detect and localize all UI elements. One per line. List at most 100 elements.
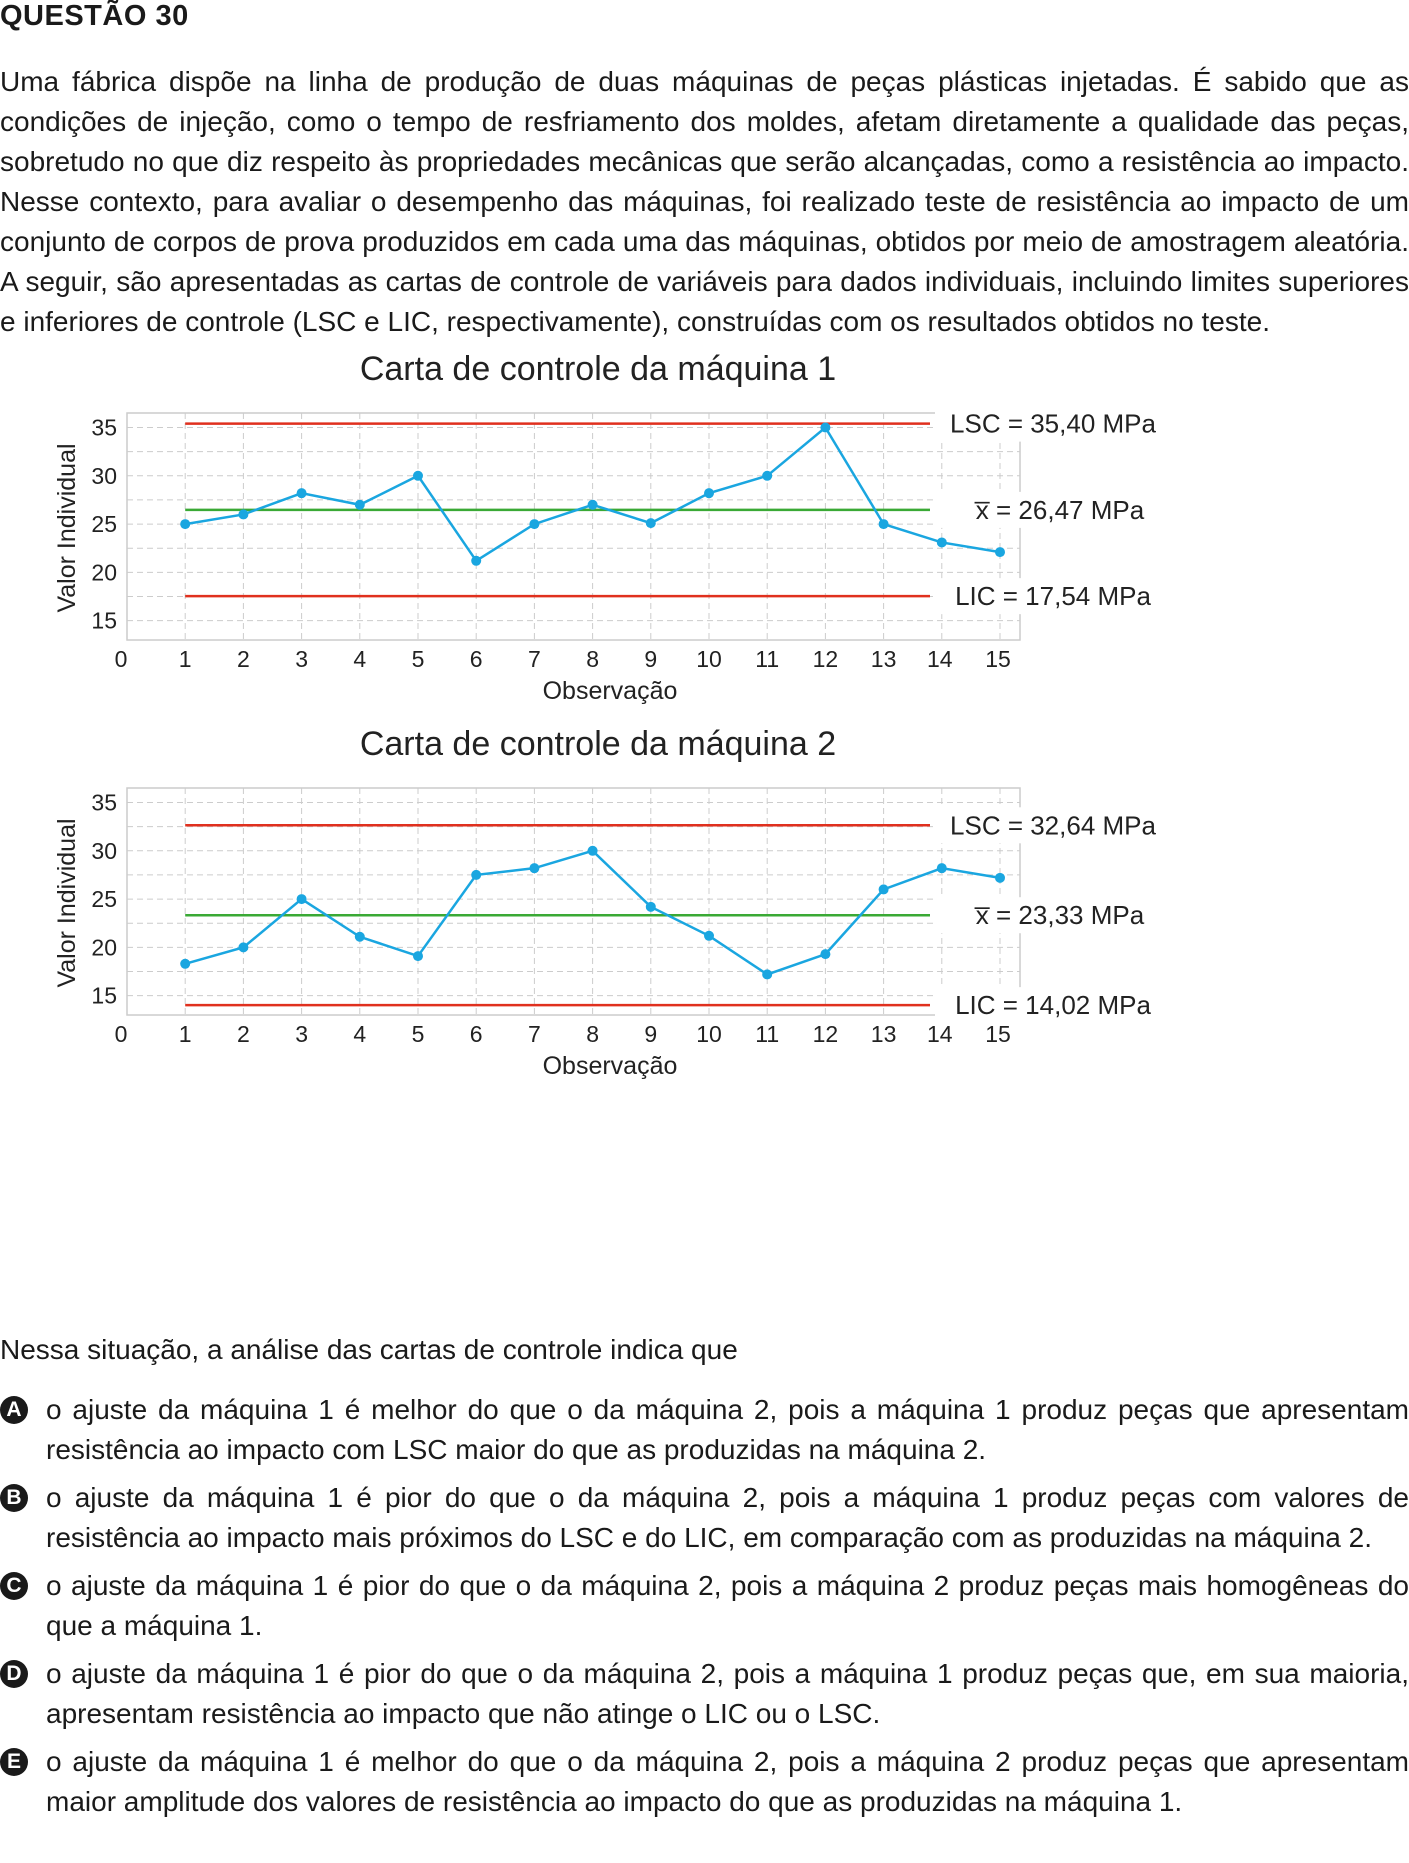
x-tick-label: 10 <box>696 646 722 672</box>
option-e[interactable]: E o ajuste da máquina 1 é melhor do que … <box>0 1742 1409 1822</box>
x-tick-label: 6 <box>470 1021 483 1047</box>
y-tick-label: 30 <box>91 838 117 864</box>
x-tick-label: 14 <box>927 646 953 672</box>
data-point <box>762 969 773 980</box>
data-point <box>995 547 1005 558</box>
x-axis-label: Observação <box>543 1052 678 1080</box>
x-tick-label: 14 <box>927 1021 953 1047</box>
chart-title: Carta de controle da máquina 2 <box>360 725 836 763</box>
x-tick-label: 1 <box>179 646 192 672</box>
option-text-a: o ajuste da máquina 1 é melhor do que o … <box>46 1394 1409 1465</box>
data-point <box>936 863 947 874</box>
y-tick-label: 20 <box>91 934 117 960</box>
lsc-label-bg <box>935 405 1135 442</box>
y-tick-label: 30 <box>91 463 117 489</box>
data-point <box>471 869 482 880</box>
x-axis-label: Observação <box>543 677 678 705</box>
option-c[interactable]: C o ajuste da máquina 1 é pior do que o … <box>0 1566 1409 1646</box>
lsc-label: LSC = 35,40 MPa <box>950 409 1156 439</box>
x-tick-label: 3 <box>295 646 308 672</box>
question-title: QUESTÃO 30 <box>0 0 189 32</box>
y-tick-label: 25 <box>91 511 117 537</box>
x-tick-label: 7 <box>528 1021 541 1047</box>
data-point <box>645 901 656 912</box>
data-point <box>413 951 423 962</box>
chart-machine-1-wrapper: Carta de controle da máquina 1 15 20 25 30 35… <box>0 340 1409 710</box>
data-point <box>413 470 423 481</box>
mean-label: x̅ = 26,47 MPa <box>974 495 1145 525</box>
data-point <box>587 845 598 856</box>
data-point <box>995 872 1005 883</box>
y-axis-label: Valor Individual <box>53 818 81 987</box>
x-tick-label: 11 <box>755 646 779 672</box>
lsc-label-bg <box>935 807 1135 844</box>
lsc-label: LSC = 32,64 MPa <box>950 810 1156 840</box>
option-letter-a: A <box>0 1396 28 1424</box>
data-point <box>354 499 365 510</box>
data-point <box>762 470 773 481</box>
option-text-c: o ajuste da máquina 1 é pior do que o da… <box>46 1570 1409 1641</box>
x-tick-label: 15 <box>985 1021 1011 1047</box>
x-tick-label: 12 <box>813 646 839 672</box>
option-text-d: o ajuste da máquina 1 é pior do que o da… <box>46 1658 1409 1729</box>
option-letter-e: E <box>0 1748 28 1776</box>
x-tick-label: 9 <box>644 1021 657 1047</box>
data-point <box>645 518 656 529</box>
x-tick-label: 0 <box>115 646 128 672</box>
data-point <box>180 519 191 530</box>
data-point <box>529 863 540 874</box>
x-tick-label: 12 <box>813 1021 839 1047</box>
x-tick-label: 13 <box>871 646 897 672</box>
mean-label: x̅ = 23,33 MPa <box>974 900 1145 930</box>
option-d[interactable]: D o ajuste da máquina 1 é pior do que o … <box>0 1654 1409 1734</box>
lic-label-bg <box>935 987 1135 1024</box>
option-text-e: o ajuste da máquina 1 é melhor do que o … <box>46 1746 1409 1817</box>
x-tick-label: 4 <box>353 646 366 672</box>
x-tick-label: 2 <box>237 1021 250 1047</box>
data-point <box>878 884 889 895</box>
data-point <box>820 949 831 960</box>
question-stem: Uma fábrica dispõe na linha de produção … <box>0 66 1409 337</box>
data-point <box>878 519 889 530</box>
x-tick-label: 10 <box>696 1021 722 1047</box>
chart-title: Carta de controle da máquina 1 <box>360 350 836 388</box>
option-letter-d: D <box>0 1660 28 1688</box>
data-point <box>529 519 540 530</box>
data-point <box>704 488 714 499</box>
data-point <box>587 499 598 510</box>
data-point <box>704 930 714 941</box>
x-tick-label: 15 <box>985 646 1011 672</box>
y-axis-label: Valor Individual <box>53 443 81 612</box>
x-tick-label: 2 <box>237 646 250 672</box>
x-tick-label: 8 <box>586 646 599 672</box>
option-text-b: o ajuste da máquina 1 é pior do que o da… <box>46 1482 1409 1553</box>
data-point <box>180 958 191 969</box>
x-tick-label: 9 <box>644 646 657 672</box>
y-tick-label: 35 <box>91 414 117 440</box>
y-tick-label: 15 <box>91 983 117 1009</box>
x-tick-label: 5 <box>412 1021 425 1047</box>
x-tick-label: 6 <box>470 646 483 672</box>
option-b[interactable]: B o ajuste da máquina 1 é pior do que o … <box>0 1478 1409 1558</box>
lic-label: LIC = 17,54 MPa <box>955 581 1151 611</box>
x-tick-label: 5 <box>412 646 425 672</box>
x-tick-label: 13 <box>871 1021 897 1047</box>
data-point <box>238 509 249 520</box>
x-tick-label: 4 <box>353 1021 366 1047</box>
x-tick-label: 7 <box>528 646 541 672</box>
data-point <box>471 555 482 566</box>
y-tick-label: 25 <box>91 886 117 912</box>
plot-frame <box>126 787 1021 1016</box>
x-tick-label: 1 <box>179 1021 192 1047</box>
x-tick-label: 8 <box>586 1021 599 1047</box>
mean-label-bg <box>935 897 1135 934</box>
option-a[interactable]: A o ajuste da máquina 1 é melhor do que … <box>0 1390 1409 1470</box>
control-chart-machine-2: Carta de controle da máquina 21520253035… <box>53 725 1157 1080</box>
mean-label-bg <box>935 491 1135 528</box>
chart-machine-2-wrapper: Carta de controle da máquina 2 15 20 25 30 35… <box>0 715 1409 1085</box>
x-tick-label: 11 <box>755 1021 779 1047</box>
y-tick-label: 35 <box>91 789 117 815</box>
option-letter-c: C <box>0 1572 28 1600</box>
data-point <box>354 931 365 942</box>
